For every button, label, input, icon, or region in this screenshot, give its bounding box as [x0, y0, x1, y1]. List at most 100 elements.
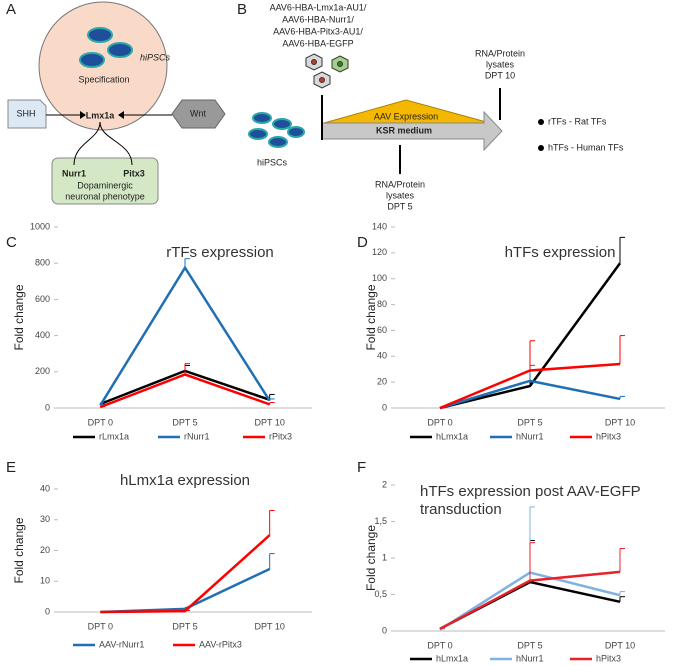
- arrow: [99, 121, 133, 166]
- x-tick-label: DPT 0: [88, 417, 113, 427]
- series-line: [100, 534, 271, 614]
- y-axis-label: Fold change: [12, 284, 26, 350]
- lysate-label: DPT 10: [485, 70, 515, 80]
- legend-label: rPitx3: [269, 431, 292, 441]
- series-line: [439, 570, 621, 630]
- phenotype-label: neuronal phenotype: [65, 191, 145, 201]
- arrow-head: [80, 111, 86, 119]
- phenotype-label: Dopaminergic: [77, 180, 133, 190]
- legend-label: rTFs - Rat TFs: [548, 116, 607, 126]
- x-tick-label: DPT 5: [517, 417, 542, 427]
- x-tick-label: DPT 5: [517, 640, 542, 650]
- lysate-label: RNA/Protein: [475, 48, 525, 58]
- legend-label: AAV-rPitx3: [199, 639, 242, 649]
- x-tick-label: DPT 0: [88, 621, 113, 631]
- x-tick-label: DPT 10: [254, 621, 284, 631]
- lysate-label: lysates: [386, 190, 415, 200]
- target-label: Nurr1: [62, 168, 86, 178]
- target-label: Pitx3: [123, 168, 145, 178]
- y-tick-label: 200: [35, 366, 50, 376]
- y-tick-label: 20: [377, 377, 387, 387]
- y-tick-label: 20: [40, 545, 50, 555]
- y-tick-label: 1,5: [374, 516, 387, 526]
- arrow: [73, 121, 101, 166]
- y-tick-label: 600: [35, 294, 50, 304]
- vector-label: AAV6-HBA-Pitx3-AU1/: [273, 26, 363, 36]
- cell-icon: [87, 27, 113, 43]
- series-line: [100, 567, 271, 614]
- y-tick-label: 80: [377, 299, 387, 309]
- series-line: [99, 265, 271, 406]
- y-tick-label: 140: [372, 221, 387, 231]
- timeline-arrow: [321, 110, 503, 152]
- legend-label: hPitx3: [596, 653, 621, 663]
- x-tick-label: DPT 0: [427, 640, 452, 650]
- legend-label: hLmx1a: [436, 653, 468, 663]
- vector-label: AAV6-HBA-Nurr1/: [282, 14, 354, 24]
- chart-title: hLmx1a expression: [120, 472, 250, 489]
- y-axis-label: Fold change: [364, 525, 378, 591]
- bullet: [538, 145, 544, 151]
- expression-label: AAV Expression: [374, 111, 438, 121]
- cell-icon: [79, 52, 105, 68]
- cells-label: hiPSCs: [257, 157, 288, 167]
- cell-icon: [107, 42, 133, 58]
- cell-label: hiPSCs: [140, 52, 171, 62]
- shh-box: [7, 99, 47, 129]
- x-tick-label: DPT 5: [172, 621, 197, 631]
- y-tick-label: 10: [40, 576, 50, 586]
- legend-label: hLmx1a: [436, 431, 468, 441]
- chart-title: rTFs expression: [166, 244, 274, 261]
- lysate-label: DPT 5: [387, 201, 412, 211]
- x-tick-label: DPT 10: [605, 417, 635, 427]
- bullet: [538, 119, 544, 125]
- panel-label: C: [6, 234, 17, 251]
- y-axis-label: Fold change: [12, 517, 26, 583]
- y-tick-label: 0: [382, 625, 387, 635]
- y-tick-label: 0: [45, 402, 50, 412]
- right-label: Wnt: [190, 108, 207, 118]
- x-tick-label: DPT 10: [254, 417, 284, 427]
- panel-b: B AAV6-HBA-Lmx1a-AU1/ AAV6-HBA-Nurr1/ AA…: [237, 1, 624, 211]
- panel-label: E: [6, 459, 16, 476]
- cell-icons: [248, 112, 305, 148]
- vector-label: AAV6-HBA-EGFP: [282, 38, 353, 48]
- legend-label: hNurr1: [516, 431, 544, 441]
- series-line: [99, 369, 271, 406]
- vector-label: AAV6-HBA-Lmx1a-AU1/: [270, 2, 367, 12]
- y-tick-label: 800: [35, 258, 50, 268]
- legend-label: hTFs - Human TFs: [548, 142, 624, 152]
- panel-a: A hiPSCs Specification Lmx1a SHH Wnt Nur…: [6, 1, 226, 205]
- lysate-label: RNA/Protein: [375, 179, 425, 189]
- legend-label: rNurr1: [184, 431, 210, 441]
- panel-label: A: [6, 1, 16, 18]
- left-label: SHH: [16, 108, 35, 118]
- legend-label: hNurr1: [516, 653, 544, 663]
- y-tick-label: 120: [372, 247, 387, 257]
- y-tick-label: 400: [35, 330, 50, 340]
- arrow-head: [118, 111, 124, 119]
- legend-label: AAV-rNurr1: [99, 639, 144, 649]
- panel-label: F: [357, 459, 366, 476]
- y-tick-label: 2: [382, 479, 387, 489]
- series-line: [439, 379, 621, 410]
- center-label: Lmx1a: [86, 110, 116, 120]
- panel-label: B: [237, 1, 247, 18]
- x-tick-label: DPT 0: [427, 417, 452, 427]
- y-tick-label: 0: [382, 402, 387, 412]
- y-axis-label: Fold change: [364, 284, 378, 350]
- process-label: Specification: [78, 74, 129, 84]
- y-tick-label: 40: [377, 351, 387, 361]
- y-tick-label: 40: [40, 483, 50, 493]
- x-tick-label: DPT 5: [172, 417, 197, 427]
- y-tick-label: 60: [377, 325, 387, 335]
- x-tick-label: DPT 10: [605, 640, 635, 650]
- wnt-box: [171, 99, 226, 129]
- panel-label: D: [357, 234, 368, 251]
- medium-label: KSR medium: [376, 125, 432, 135]
- chart-title: hTFs expression: [505, 244, 616, 261]
